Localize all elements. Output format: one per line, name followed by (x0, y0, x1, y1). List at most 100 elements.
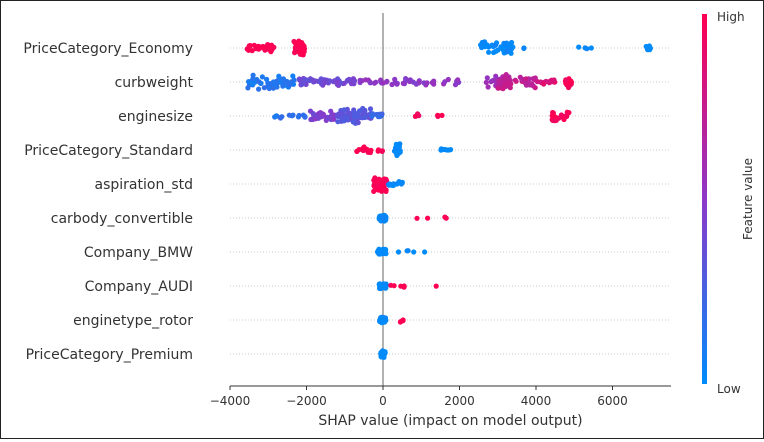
shap-point (411, 249, 417, 255)
shap-point (247, 43, 253, 49)
shap-point (532, 85, 538, 91)
shap-point (270, 85, 276, 91)
shap-point (563, 77, 569, 83)
shap-point (378, 317, 385, 323)
gridlines (230, 47, 671, 355)
shap-point (493, 73, 499, 79)
shap-point (504, 49, 510, 55)
shap-point (439, 112, 445, 118)
feature-label: PriceCategory_Economy (23, 41, 193, 57)
shap-point (356, 147, 362, 153)
shap-point (643, 43, 649, 50)
shap-point (398, 283, 404, 289)
shap-point (568, 79, 575, 85)
shap-point (350, 76, 356, 82)
shap-point (523, 76, 529, 82)
colorbar-title: Feature value (741, 158, 755, 240)
shap-point (379, 284, 385, 290)
shap-point (400, 80, 406, 86)
shap-point (582, 45, 588, 51)
shap-point (387, 181, 393, 187)
shap-point (334, 79, 341, 85)
shap-point (375, 148, 381, 154)
feature-label: curbweight (115, 75, 194, 91)
shap-point (268, 49, 274, 55)
shap-point (431, 81, 437, 87)
shap-point (433, 283, 439, 289)
shap-point (328, 108, 334, 114)
feature-label: Company_BMW (84, 245, 193, 261)
shap-point (292, 45, 299, 51)
x-tick-label: 6000 (597, 394, 628, 408)
shap-point (397, 319, 403, 325)
feature-label: enginetype_rotor (73, 313, 193, 329)
shap-point (256, 44, 263, 50)
shap-point (341, 107, 347, 113)
shap-point (521, 45, 527, 52)
shap-point (247, 80, 253, 86)
shap-point (422, 249, 428, 255)
shap-point (371, 188, 377, 194)
shap-point (364, 147, 370, 154)
x-axis-label: SHAP value (impact on model output) (318, 413, 582, 429)
shap-point (363, 77, 369, 83)
shap-point (442, 214, 448, 220)
shap-point (290, 73, 296, 79)
shap-point (383, 188, 389, 194)
shap-point (279, 114, 285, 120)
shap-point (552, 118, 558, 124)
shap-point (491, 49, 497, 56)
shap-point (486, 49, 492, 55)
shap-point (383, 79, 389, 85)
shap-point (526, 82, 532, 88)
shap-point (380, 214, 386, 221)
feature-label: carbody_convertible (51, 211, 193, 227)
shap-point (367, 106, 374, 112)
shap-point (379, 350, 385, 357)
shap-point (331, 116, 337, 122)
shap-point (268, 43, 274, 49)
shap-point (541, 81, 547, 87)
shap-point (500, 86, 506, 92)
shap-point (551, 77, 557, 83)
shap-point (395, 249, 402, 255)
shap-point (310, 79, 317, 85)
shap-point (561, 116, 567, 123)
shap-point (403, 76, 409, 82)
shap-point (376, 246, 382, 252)
x-tick-label: 4000 (521, 394, 552, 408)
shap-point (250, 76, 256, 82)
x-tick-label: 0 (379, 394, 387, 408)
shap-point (302, 113, 308, 119)
shap-point (484, 75, 490, 81)
shap-point (513, 78, 519, 84)
shap-point (412, 113, 418, 119)
shap-point (273, 113, 279, 119)
shap-point (441, 146, 447, 153)
shap-point (280, 83, 286, 89)
shap-point (351, 113, 357, 119)
shap-point (519, 76, 525, 82)
shap-point (362, 114, 368, 121)
shap-point (245, 85, 251, 91)
shap-point (371, 80, 377, 86)
shap-point (394, 149, 400, 155)
feature-label: PriceCategory_Standard (24, 143, 193, 159)
shap-point (396, 180, 402, 186)
shap-point (510, 44, 516, 50)
colorbar-low-label: Low (717, 382, 741, 396)
shap-point (296, 76, 302, 82)
shap-point (306, 77, 313, 84)
shap-point (379, 148, 385, 154)
data-points (244, 38, 654, 360)
shap-point (322, 79, 328, 86)
shap-point (267, 81, 273, 87)
colorbar: High Low Feature value (702, 10, 755, 396)
shap-point (508, 50, 514, 56)
shap-point (485, 84, 491, 90)
shap-point (483, 79, 489, 85)
shap-point (280, 76, 287, 82)
shap-point (377, 113, 383, 120)
shap-point (455, 77, 461, 83)
shap-point (348, 81, 355, 87)
